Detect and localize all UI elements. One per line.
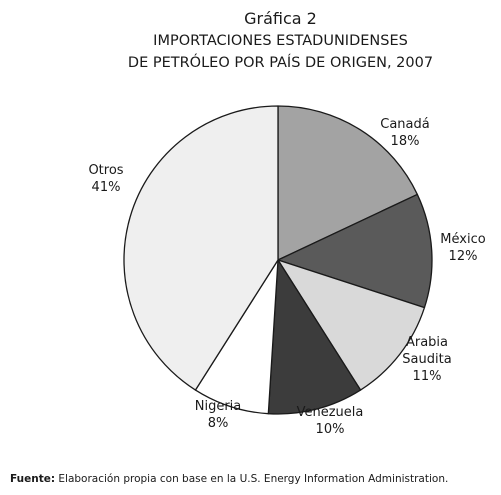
pie-slice-canada xyxy=(277,105,418,261)
slice-label-value: 12% xyxy=(449,249,478,264)
slice-label-value: 18% xyxy=(391,134,420,149)
slice-label-value: 41% xyxy=(92,180,121,195)
slice-label-nigeria: Nigeria 8% xyxy=(195,399,242,431)
slice-label-value: 11% xyxy=(413,369,442,384)
slice-label-otros: Otros 41% xyxy=(88,163,123,195)
chart-number: Gráfica 2 xyxy=(244,9,317,28)
slice-label-name: México xyxy=(440,232,485,247)
pie-slices xyxy=(123,105,433,415)
slice-label-name: Arabia xyxy=(406,335,448,350)
source-text: Elaboración propia con base en la U.S. E… xyxy=(58,473,449,485)
source-label: Fuente: xyxy=(10,473,56,485)
slice-label-name: Venezuela xyxy=(297,405,364,420)
slice-label-value: 8% xyxy=(208,416,229,431)
pie-slice-otros xyxy=(123,105,279,391)
slice-label-name: Saudita xyxy=(402,352,451,367)
slice-label-canada: Canadá 18% xyxy=(380,117,429,149)
slice-label-venezuela: Venezuela 10% xyxy=(297,405,364,437)
slice-label-name: Otros xyxy=(88,163,123,178)
chart-title-block: Gráfica 2 IMPORTACIONES ESTADUNIDENSES D… xyxy=(0,8,501,74)
pie-labels: Canadá 18% México 12% Arabia Saudita 11% Venezu… xyxy=(88,117,485,437)
pie-slice-arabia-saudita xyxy=(277,259,426,391)
slice-label-arabia-saudita: Arabia Saudita 11% xyxy=(402,335,451,384)
chart-title-line-1: IMPORTACIONES ESTADUNIDENSES xyxy=(153,33,408,49)
slice-label-name: Nigeria xyxy=(195,399,242,414)
slice-label-name: Canadá xyxy=(380,117,429,132)
slice-label-mexico: México 12% xyxy=(440,232,485,264)
slice-label-value: 10% xyxy=(316,422,345,437)
pie-slice-mexico xyxy=(277,193,433,309)
chart-title-line-2: DE PETRÓLEO POR PAÍS DE ORIGEN, 2007 xyxy=(127,55,434,71)
pie-slice-venezuela xyxy=(267,259,362,415)
source-note: Fuente: Elaboración propia con base en l… xyxy=(10,472,448,486)
